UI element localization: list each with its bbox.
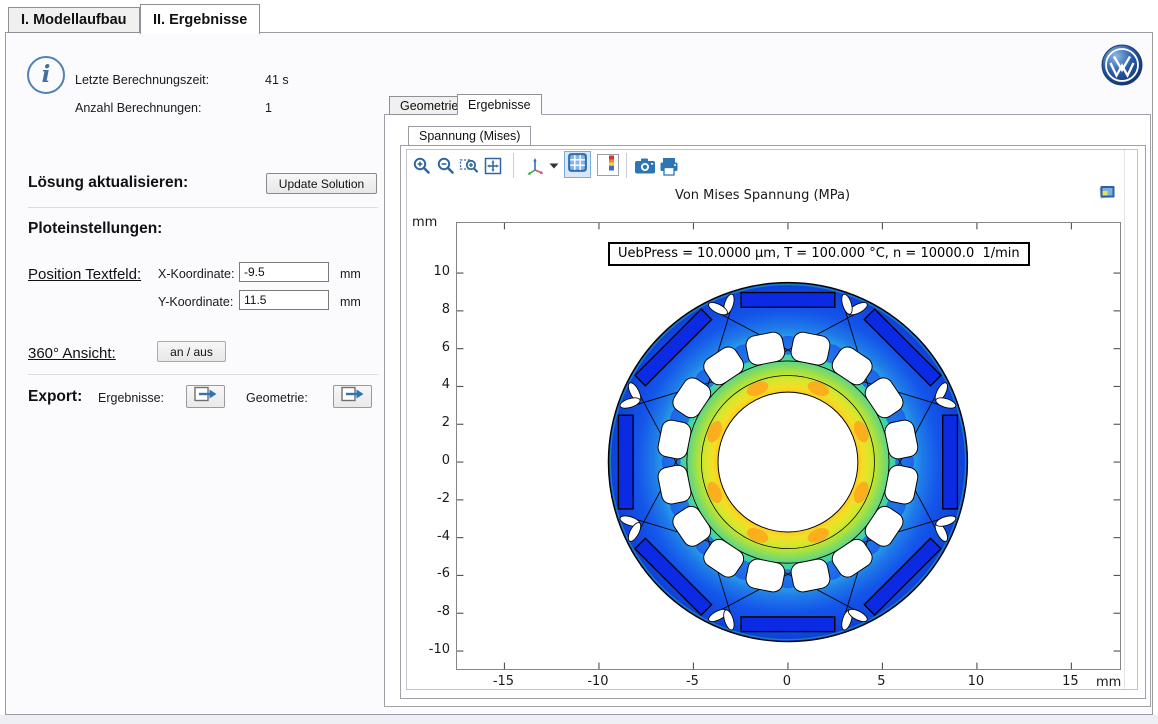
axis-tick-marks: [457, 223, 1120, 669]
textfield-position-heading: Position Textfeld:: [28, 266, 142, 283]
x-coordinate-label: X-Koordinate:: [158, 267, 235, 281]
orientation-dropdown-icon[interactable]: [548, 155, 560, 177]
volkswagen-logo: [1101, 44, 1143, 91]
last-computation-value: 41 s: [265, 73, 289, 87]
view-orientation-icon[interactable]: [525, 155, 547, 177]
x-coordinate-input[interactable]: [239, 262, 329, 282]
export-heading: Export:: [28, 388, 83, 405]
plot-axes-area[interactable]: [456, 222, 1121, 670]
divider: [28, 207, 378, 208]
plot-title: Von Mises Spannung (MPa): [674, 188, 851, 203]
y-coordinate-label: Y-Koordinate:: [158, 295, 234, 309]
plot-window-icon[interactable]: [1096, 181, 1118, 203]
x-coordinate-unit: mm: [340, 267, 361, 281]
y-coordinate-unit: mm: [340, 295, 361, 309]
toolbar-separator: [513, 153, 514, 178]
window-bottom-strip: [0, 715, 1158, 724]
update-solution-heading: Lösung aktualisieren:: [28, 174, 189, 191]
view360-toggle-button[interactable]: an / aus: [157, 341, 226, 362]
zoom-out-icon[interactable]: [435, 155, 457, 177]
tab-results[interactable]: Ergebnisse: [457, 94, 542, 115]
info-icon: i: [27, 56, 65, 94]
plot-annotation-box: UebPress = 10.0000 µm, T = 100.000 °C, n…: [608, 242, 1030, 266]
stress-plot-svg: [457, 223, 1120, 669]
divider: [28, 374, 378, 375]
export-results-button[interactable]: [186, 385, 225, 408]
tab-geometrie-label: Geometrie: [400, 98, 459, 113]
rotor-cross-section: [607, 281, 969, 643]
tab-geometrie[interactable]: Geometrie: [389, 96, 470, 115]
y-coordinate-input[interactable]: [239, 290, 329, 310]
color-legend-icon: [598, 153, 618, 178]
zoom-extents-icon[interactable]: [482, 155, 504, 177]
tab-modellaufbau[interactable]: I. Modellaufbau: [8, 7, 140, 33]
tab-results-label: Ergebnisse: [468, 97, 531, 112]
tab-ergebnisse[interactable]: II. Ergebnisse: [140, 4, 261, 34]
last-computation-label: Letzte Berechnungszeit:: [75, 73, 210, 87]
view360-heading: 360° Ansicht:: [28, 345, 116, 362]
zoom-in-icon[interactable]: [411, 155, 433, 177]
export-icon: [193, 386, 218, 407]
print-icon[interactable]: [658, 155, 680, 177]
grid-icon: [568, 152, 587, 177]
tab-spannung-mises[interactable]: Spannung (Mises): [408, 126, 532, 146]
export-results-label: Ergebnisse:: [98, 391, 165, 405]
color-legend-toggle[interactable]: [597, 154, 619, 176]
export-geometry-label: Geometrie:: [246, 391, 308, 405]
x-axis-unit-label: mm: [1096, 675, 1122, 690]
tab-spannung-mises-label: Spannung (Mises): [419, 129, 521, 143]
update-solution-button[interactable]: Update Solution: [266, 173, 377, 194]
plot-settings-heading: Ploteinstellungen:: [28, 220, 163, 237]
export-icon: [340, 386, 365, 407]
computation-count-label: Anzahl Berechnungen:: [75, 101, 202, 115]
tab-ergebnisse-label: II. Ergebnisse: [153, 11, 248, 28]
graphics-side-divider: [1124, 150, 1125, 689]
tab-modellaufbau-label: I. Modellaufbau: [21, 12, 127, 28]
y-axis-unit-label: mm: [412, 215, 438, 230]
toolbar-separator: [626, 153, 627, 178]
zoom-to-box-icon[interactable]: [458, 155, 480, 177]
snapshot-camera-icon[interactable]: [634, 155, 656, 177]
export-geometry-button[interactable]: [333, 385, 372, 408]
computation-count-value: 1: [265, 101, 272, 115]
grid-toggle-active[interactable]: [564, 151, 591, 178]
